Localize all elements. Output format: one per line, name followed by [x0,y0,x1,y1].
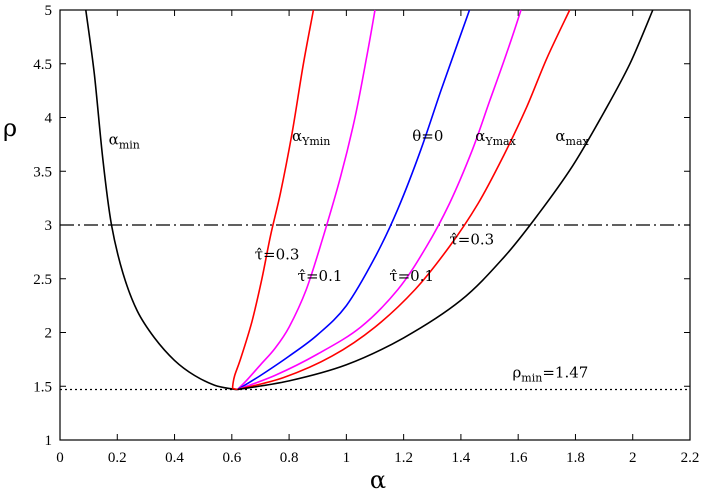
x-tick-label: 0 [56,450,64,466]
reference-lines [60,224,690,391]
y-tick-label: 4.5 [33,57,52,73]
y-axis-label: ρ [3,114,17,142]
annotation-main: α [475,127,485,145]
y-tick-label: 1.5 [33,379,52,395]
curve-annotation: τ̂=0.3 [449,230,494,248]
x-tick-label: 1.4 [452,450,471,466]
annotation-main: α [555,127,565,145]
x-tick-label: 2.2 [681,450,700,466]
annotation-suffix: =1.47 [542,364,588,382]
series-lines [85,9,654,391]
annotation-subscript: Ymax [484,135,516,148]
series-line-tau01-right [237,9,522,391]
annotation-main: τ̂=0.3 [449,230,494,248]
annotation-subscript: min [521,372,542,385]
curve-annotation: τ̂=0.1 [389,267,434,285]
curve-annotation: αYmin [292,127,330,148]
x-tick-label: 1.8 [566,450,585,466]
series-line-theta0 [237,9,471,391]
annotation-subscript: max [566,135,590,148]
x-tick-label: 1.6 [509,450,528,466]
y-tick-label: 2.5 [33,272,52,288]
y-tick-label: 3.5 [33,164,52,180]
y-tick-label: 4 [45,111,53,127]
x-tick-label: 0.8 [280,450,299,466]
x-tick-label: 1.2 [394,450,413,466]
annotation-main: τ̂=0.1 [298,267,343,285]
curve-annotation: τ̂=0.3 [255,245,300,263]
series-line-tau03-left [231,9,315,391]
y-axis: 1 1.5 2 2.5 3 3.5 4 4.5 5 [33,3,690,449]
x-tick-label: 0.6 [222,450,241,466]
curve-annotation: αmax [555,127,589,148]
annotation-main: α [109,130,119,148]
y-tick-label: 3 [45,218,53,234]
series-line-alpha-max [237,9,654,391]
series-line-tau01-left [236,9,376,391]
y-tick-label: 2 [45,326,53,342]
x-tick-label: 2 [629,450,637,466]
curve-annotation: τ̂=0.1 [298,267,343,285]
x-axis: 0 0.2 0.4 0.6 0.8 1 1.2 1.4 1.6 1.8 2 2.2 [56,10,699,466]
x-tick-label: 0.4 [165,450,184,466]
curve-annotation: ρmin=1.47 [512,364,588,385]
annotation-main: τ̂=0.3 [255,245,300,263]
y-tick-label: 1 [45,433,53,449]
x-tick-label: 1 [343,450,351,466]
curve-annotation: αYmax [475,127,516,148]
annotation-main: ρ [512,364,521,382]
annotation-main: τ̂=0.1 [389,267,434,285]
series-line-alpha-min [85,9,238,391]
curve-annotation: θ=0 [412,127,443,145]
curve-annotation: αmin [109,130,140,151]
x-axis-label: α [370,466,386,493]
annotation-subscript: min [119,138,140,151]
annotation-main: θ=0 [412,127,443,145]
series-line-tau03-right [237,9,571,391]
annotation-main: α [292,127,302,145]
y-tick-label: 5 [45,3,53,19]
x-tick-label: 0.2 [108,450,127,466]
annotation-subscript: Ymin [301,135,330,148]
